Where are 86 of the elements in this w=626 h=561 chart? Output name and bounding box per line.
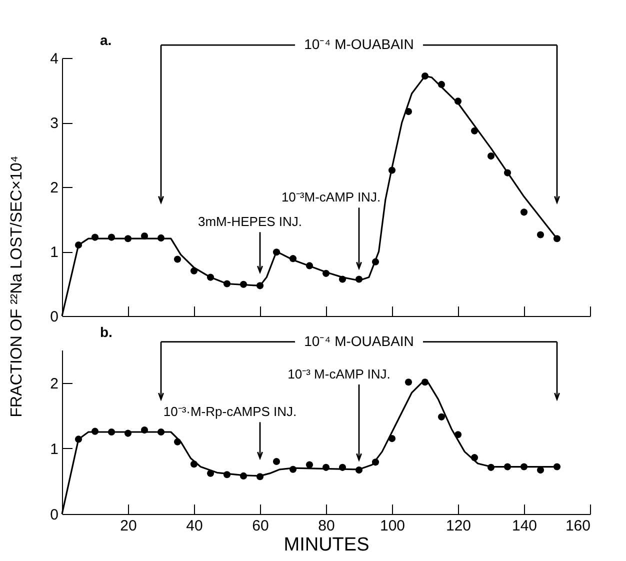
point [553, 235, 561, 242]
ref-line-label: 3mM-HEPES INJ. [198, 214, 302, 230]
point [520, 208, 528, 216]
x-tick-label: 40 [186, 518, 203, 534]
point [322, 464, 330, 471]
ref-line-label: 10⁻⁴ M-OUABAIN [304, 332, 414, 349]
point [404, 108, 412, 116]
point [536, 466, 544, 474]
point [355, 276, 363, 283]
point [91, 428, 99, 435]
point [91, 234, 99, 241]
point [504, 169, 512, 176]
point [157, 234, 165, 242]
point [74, 242, 82, 249]
point [190, 460, 198, 468]
point [372, 458, 380, 466]
x-tick-label: 20 [120, 518, 137, 534]
ref-line-label: 10⁻³M-cAMP INJ. [281, 190, 381, 205]
y-tick-label: 0 [50, 308, 58, 326]
point [338, 276, 346, 283]
text: a. [100, 32, 112, 48]
point [223, 471, 231, 478]
point [487, 464, 495, 471]
point [536, 231, 544, 238]
y-tick-label: 2 [50, 180, 58, 196]
point [289, 466, 297, 473]
point [504, 463, 512, 470]
point [206, 470, 214, 477]
point [157, 428, 165, 436]
point [322, 270, 330, 277]
point [520, 463, 528, 470]
point [355, 466, 363, 474]
point [438, 413, 446, 420]
point [108, 234, 116, 241]
point [470, 127, 478, 134]
y-tick-label: 2 [50, 375, 58, 392]
point [124, 235, 132, 242]
point [306, 461, 314, 468]
point [174, 256, 182, 263]
point [256, 282, 264, 290]
y-tick-label: 1 [50, 440, 58, 458]
point [438, 80, 446, 88]
point [256, 473, 264, 480]
point [174, 438, 182, 446]
ref-line-label: 10⁻³ M-cAMP INJ. [288, 366, 390, 382]
text: b. [100, 324, 112, 340]
point [372, 258, 380, 266]
point [388, 166, 396, 174]
point [223, 280, 231, 288]
point [206, 274, 214, 281]
point [470, 454, 478, 462]
x-tick-label: 60 [252, 518, 269, 534]
point [306, 262, 314, 270]
x-tick-label: 120 [446, 518, 472, 534]
point [190, 267, 198, 274]
y-tick-label: 3 [50, 115, 58, 132]
point [388, 435, 396, 442]
y-tick-label: 4 [50, 50, 58, 68]
point [404, 378, 412, 386]
x-tick-label: 80 [318, 518, 335, 534]
point [487, 152, 495, 160]
point [421, 72, 429, 80]
y-tick-label: 1 [50, 244, 58, 261]
point [421, 378, 429, 386]
y-axis-title: FRACTION OF ²²Na LOST/SEC×10⁴ [8, 156, 26, 418]
point [140, 232, 148, 240]
point [454, 98, 462, 105]
point [272, 248, 280, 256]
point [240, 472, 248, 480]
legend-label: 10⁻³·M-Rp-cAMPS INJ. [163, 404, 297, 420]
point [74, 436, 82, 443]
x-axis-title: MINUTES [284, 534, 370, 556]
point [289, 255, 297, 262]
point [338, 464, 346, 471]
point [108, 428, 116, 436]
ref-line-label: 10⁻⁴ M-OUABAIN [304, 36, 414, 52]
x-tick-label: 160 [565, 518, 590, 534]
point [553, 463, 561, 470]
x-tick-label: 140 [512, 518, 538, 534]
y-tick-label: 0 [50, 506, 58, 524]
point [454, 431, 462, 438]
point [240, 280, 248, 288]
x-tick-label: 100 [380, 518, 406, 534]
point [140, 426, 148, 434]
point [124, 430, 132, 437]
point [272, 458, 280, 466]
